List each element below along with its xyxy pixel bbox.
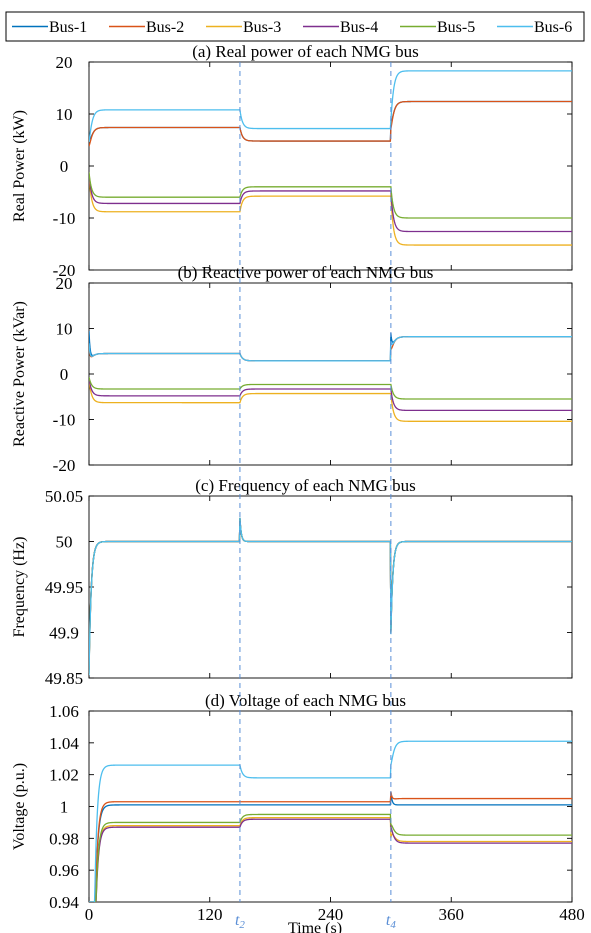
y-tick-label: 10 (56, 105, 73, 124)
y-tick-label: 0.96 (49, 861, 79, 880)
y-tick-label: 0 (60, 365, 69, 384)
panel-title: (a) Real power of each NMG bus (192, 42, 419, 61)
x-tick-label: 360 (439, 905, 465, 924)
panel-d: (d) Voltage of each NMG bus 1.06 1.04 1.02 1… (11, 691, 573, 912)
panel-title: (b) Reactive power of each NMG bus (178, 263, 434, 282)
series-line-bus-4 (89, 818, 572, 902)
y-tick-label: 49.85 (45, 669, 83, 688)
series-line-bus-6 (89, 336, 572, 362)
y-tick-label: 20 (56, 53, 73, 72)
x-axis-label: Time (s) (288, 920, 342, 933)
y-tick-label: 49.9 (49, 624, 79, 643)
y-tick-label: -10 (53, 411, 76, 430)
panel-c: (c) Frequency of each NMG bus 50.05 50 49.9… (11, 476, 573, 688)
x-tick-label: 120 (197, 905, 223, 924)
y-axis-label: Real Power (kW) (11, 110, 28, 222)
y-tick-label: 1 (60, 798, 69, 817)
plot-frame (88, 282, 573, 466)
panel-b: (b) Reactive power of each NMG bus 20 10 0 -… (11, 263, 573, 475)
series-group (89, 740, 572, 902)
series-line-bus-2 (89, 336, 572, 362)
series-line-bus-4 (89, 173, 572, 233)
series-group (89, 517, 572, 676)
y-tick-label: 10 (56, 320, 73, 339)
legend-label-1: Bus-1 (49, 19, 87, 36)
series-line-bus-5 (89, 813, 572, 902)
legend-label-6: Bus-6 (534, 19, 572, 36)
y-tick-label: 0.98 (49, 829, 79, 848)
series-group (89, 70, 572, 246)
y-tick-label: 50.05 (45, 487, 83, 506)
panel-title: (c) Frequency of each NMG bus (195, 476, 415, 495)
series-line-bus-3 (89, 816, 572, 902)
legend-box (5, 11, 585, 42)
y-tick-label: -10 (53, 209, 76, 228)
series-line-bus-6 (89, 740, 572, 902)
series-line-bus-2 (89, 100, 572, 147)
series-line-bus-1 (89, 330, 572, 362)
series-line-bus-1 (89, 791, 572, 902)
event-marker-label-2: t4 (386, 912, 396, 931)
y-tick-label: -20 (53, 456, 76, 475)
legend-label-4: Bus-4 (340, 19, 378, 36)
event-marker-label-1: t2 (235, 912, 245, 931)
series-line-bus-4 (89, 378, 572, 412)
series-line-bus-6 (89, 70, 572, 143)
legend-label-2: Bus-2 (146, 19, 184, 36)
x-tick-label: 0 (85, 905, 94, 924)
y-tick-label: 49.95 (45, 578, 83, 597)
plot-frame (88, 710, 573, 903)
y-tick-label: 1.06 (49, 702, 79, 721)
plot-frame (88, 61, 573, 271)
series-line-bus-3 (89, 379, 572, 422)
y-tick-label: 50 (56, 533, 73, 552)
legend: Bus-1 Bus-2 Bus-3 Bus-4 Bus-5 Bus-6 (5, 11, 585, 42)
y-tick-label: 1.04 (49, 734, 79, 753)
y-axis-label: Frequency (Hz) (11, 537, 28, 638)
series-line-bus-2 (89, 791, 572, 902)
series-line-bus-5 (89, 172, 572, 219)
series-line-bus-3 (89, 175, 572, 246)
y-axis-label: Reactive Power (kVar) (11, 301, 28, 447)
legend-label-5: Bus-5 (437, 19, 475, 36)
series-line-bus-5 (89, 376, 572, 400)
x-axis: t2 t4 0 120 240 360 480 Time (s) (85, 62, 585, 933)
y-axis-label: Voltage (p.u.) (11, 763, 28, 850)
y-tick-label: 0 (60, 157, 69, 176)
series-line-bus-1 (89, 100, 572, 142)
series-line-bus-6 (89, 517, 572, 676)
y-tick-label: 0.94 (49, 893, 79, 912)
panel-a: (a) Real power of each NMG bus 20 10 0 -10 -2… (11, 42, 573, 280)
plot-frame (88, 495, 573, 679)
series-group (89, 330, 572, 422)
legend-label-3: Bus-3 (243, 19, 281, 36)
x-tick-label: 480 (559, 905, 585, 924)
panel-title: (d) Voltage of each NMG bus (205, 691, 406, 710)
y-tick-label: -20 (53, 261, 76, 280)
x-tick-label: 240 (318, 905, 344, 924)
y-tick-label: 20 (56, 274, 73, 293)
y-tick-label: 1.02 (49, 766, 79, 785)
